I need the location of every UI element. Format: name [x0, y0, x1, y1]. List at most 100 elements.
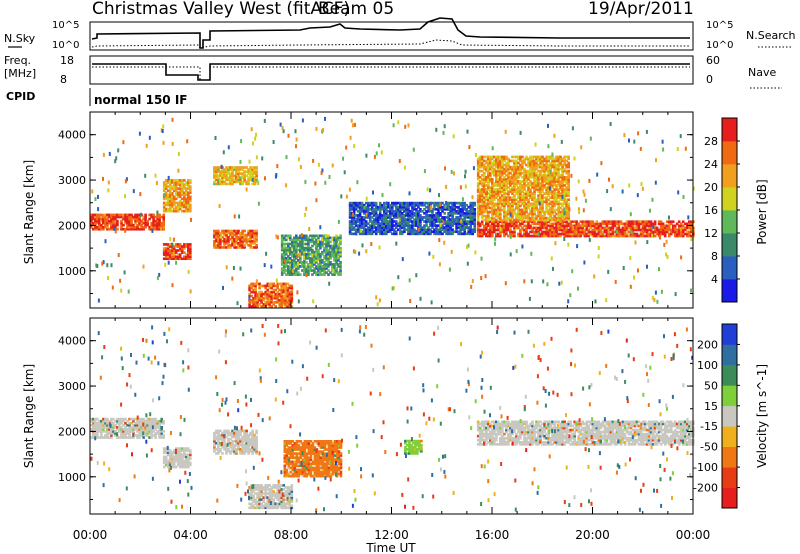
heatmap-cell [183, 195, 186, 199]
heatmap-cell [594, 299, 597, 304]
heatmap-cell [533, 184, 536, 187]
heatmap-cell [443, 222, 446, 225]
heatmap-cell [335, 244, 338, 248]
heatmap-cell [483, 232, 486, 236]
heatmap-cell [559, 232, 562, 236]
heatmap-cell [156, 225, 159, 229]
heatmap-cell [491, 186, 494, 189]
heatmap-cell [480, 184, 484, 187]
heatmap-cell [94, 219, 97, 223]
heatmap-cell [348, 216, 352, 219]
heatmap-cell [138, 434, 141, 437]
heatmap-cell [507, 190, 510, 193]
heatmap-cell [489, 171, 492, 175]
heatmap-cell [138, 213, 141, 217]
heatmap-cell [166, 185, 170, 188]
heatmap-cell [533, 226, 536, 230]
heatmap-cell [509, 182, 512, 185]
heatmap-cell [144, 219, 147, 223]
heatmap-cell [457, 201, 460, 205]
heatmap-cell [637, 220, 641, 224]
heatmap-cell [483, 180, 486, 183]
heatmap-cell [327, 236, 330, 240]
heatmap-cell [317, 259, 320, 262]
freq-label: Freq. [4, 54, 31, 67]
heatmap-cell [571, 220, 575, 224]
heatmap-cell [264, 286, 268, 290]
heatmap-cell [102, 430, 105, 433]
heatmap-cell [114, 432, 117, 435]
heatmap-cell [162, 257, 166, 261]
heatmap-cell [213, 229, 216, 233]
heatmap-cell [189, 195, 192, 199]
heatmap-cell [335, 257, 338, 260]
heatmap-cell [405, 208, 408, 211]
heatmap-cell [380, 224, 384, 227]
heatmap-cell [583, 228, 587, 232]
heatmap-cell [557, 202, 560, 206]
heatmap-cell [478, 234, 482, 238]
heatmap-cell [609, 234, 613, 238]
heatmap-cell [469, 220, 473, 223]
heatmap-cell [450, 169, 453, 174]
heatmap-cell [274, 284, 278, 288]
heatmap-cell [172, 185, 176, 188]
heatmap-cell [582, 208, 585, 213]
heatmap-cell [187, 205, 190, 209]
heatmap-cell [661, 139, 664, 144]
heatmap-cell [356, 210, 360, 213]
heatmap-cell [541, 186, 544, 189]
heatmap-cell [401, 216, 404, 219]
heatmap-cell [405, 203, 408, 207]
heatmap-cell [563, 237, 566, 241]
heatmap-cell [280, 288, 284, 292]
heatmap-cell [515, 214, 518, 218]
heatmap-cell [467, 226, 471, 229]
heatmap-cell [489, 210, 492, 214]
heatmap-cell [217, 170, 220, 173]
heatmap-cell [668, 215, 670, 220]
heatmap-cell [623, 226, 627, 230]
heatmap-cell [581, 226, 585, 230]
heatmap-cell [511, 188, 514, 191]
heatmap-cell [378, 210, 382, 213]
heatmap-cell [515, 184, 518, 187]
heatmap-cell [276, 292, 280, 296]
heatmap-cell [627, 226, 631, 230]
heatmap-cell [671, 228, 675, 232]
heatmap-cell [480, 216, 484, 220]
heatmap-cell [106, 417, 109, 421]
heatmap-cell [551, 184, 554, 187]
heatmap-cell [220, 164, 223, 169]
heatmap-cell [533, 161, 536, 165]
heatmap-cell [319, 263, 322, 266]
heatmap-cell [567, 171, 571, 175]
heatmap-cell [225, 172, 228, 175]
heatmap-cell [168, 181, 172, 184]
heatmap-cell [511, 192, 514, 195]
heatmap-cell [142, 217, 145, 221]
heatmap-cell [565, 224, 569, 228]
heatmap-cell [108, 219, 111, 223]
heatmap-cell [505, 210, 508, 214]
heatmap-cell [647, 220, 651, 224]
heatmap-cell [533, 196, 536, 200]
heatmap-cell [115, 156, 118, 161]
heatmap-cell [114, 426, 117, 429]
heatmap-cell [364, 232, 368, 236]
heatmap-cell [335, 242, 338, 246]
heatmap-cell [571, 224, 575, 228]
heatmap-cell [299, 250, 302, 254]
heatmap-cell [158, 219, 161, 223]
heatmap-cell [509, 210, 512, 214]
heatmap-cell [408, 278, 411, 283]
heatmap-cell [459, 216, 462, 219]
heatmap-cell [469, 226, 473, 229]
heatmap-cell [305, 261, 308, 264]
heatmap-cell [603, 220, 607, 224]
heatmap-cell [401, 205, 404, 209]
heatmap-cell [421, 228, 424, 232]
heatmap-cell [485, 202, 488, 206]
heatmap-cell [301, 265, 304, 268]
heatmap-cell [489, 226, 492, 230]
